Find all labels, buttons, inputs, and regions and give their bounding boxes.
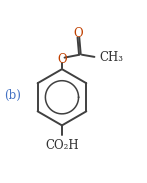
Text: O: O	[57, 53, 67, 66]
Text: O: O	[74, 27, 83, 40]
Text: CO₂H: CO₂H	[45, 139, 79, 152]
Text: CH₃: CH₃	[100, 51, 123, 64]
Text: (b): (b)	[5, 89, 21, 102]
